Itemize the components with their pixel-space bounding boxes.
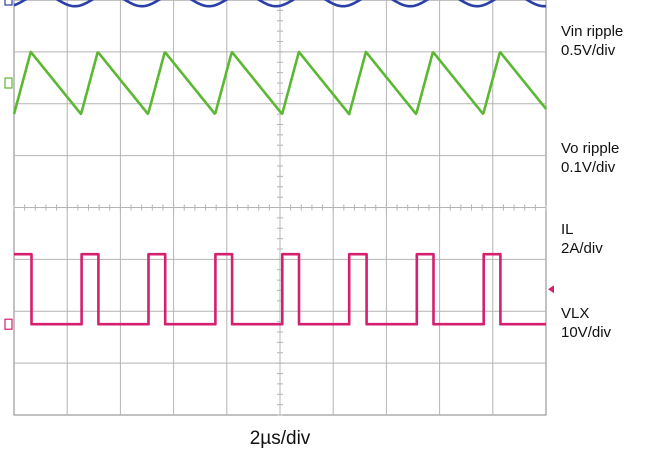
vlx-trace <box>13 252 547 326</box>
il-scale: 2A/div <box>561 240 603 257</box>
scope-traces <box>4 0 554 330</box>
il-trace <box>12 50 548 116</box>
vlx-name: VLX <box>561 305 590 322</box>
vo-ripple-channel-marker <box>4 0 13 6</box>
il-name: IL <box>561 221 574 238</box>
vin-ripple-label: Vin ripple 0.5V/div <box>561 22 623 60</box>
trigger-level-arrow-icon <box>548 285 554 294</box>
vo-ripple-label: Vo ripple 0.1V/div <box>561 139 619 177</box>
il-label: IL 2A/div <box>561 220 603 258</box>
vin-ripple-name: Vin ripple <box>561 23 624 40</box>
vlx-scale: 10V/div <box>561 324 612 341</box>
timebase-label: 2µs/div <box>249 428 311 449</box>
scope-grid <box>13 0 547 416</box>
vo-ripple-scale: 0.1V/div <box>561 159 616 176</box>
il-channel-marker <box>4 77 13 89</box>
vlx-label: VLX 10V/div <box>561 304 611 342</box>
vo-ripple-name: Vo ripple <box>561 140 620 157</box>
vin-ripple-scale: 0.5V/div <box>561 42 616 59</box>
vo-ripple-trace <box>13 0 547 8</box>
vlx-channel-marker <box>4 318 13 330</box>
